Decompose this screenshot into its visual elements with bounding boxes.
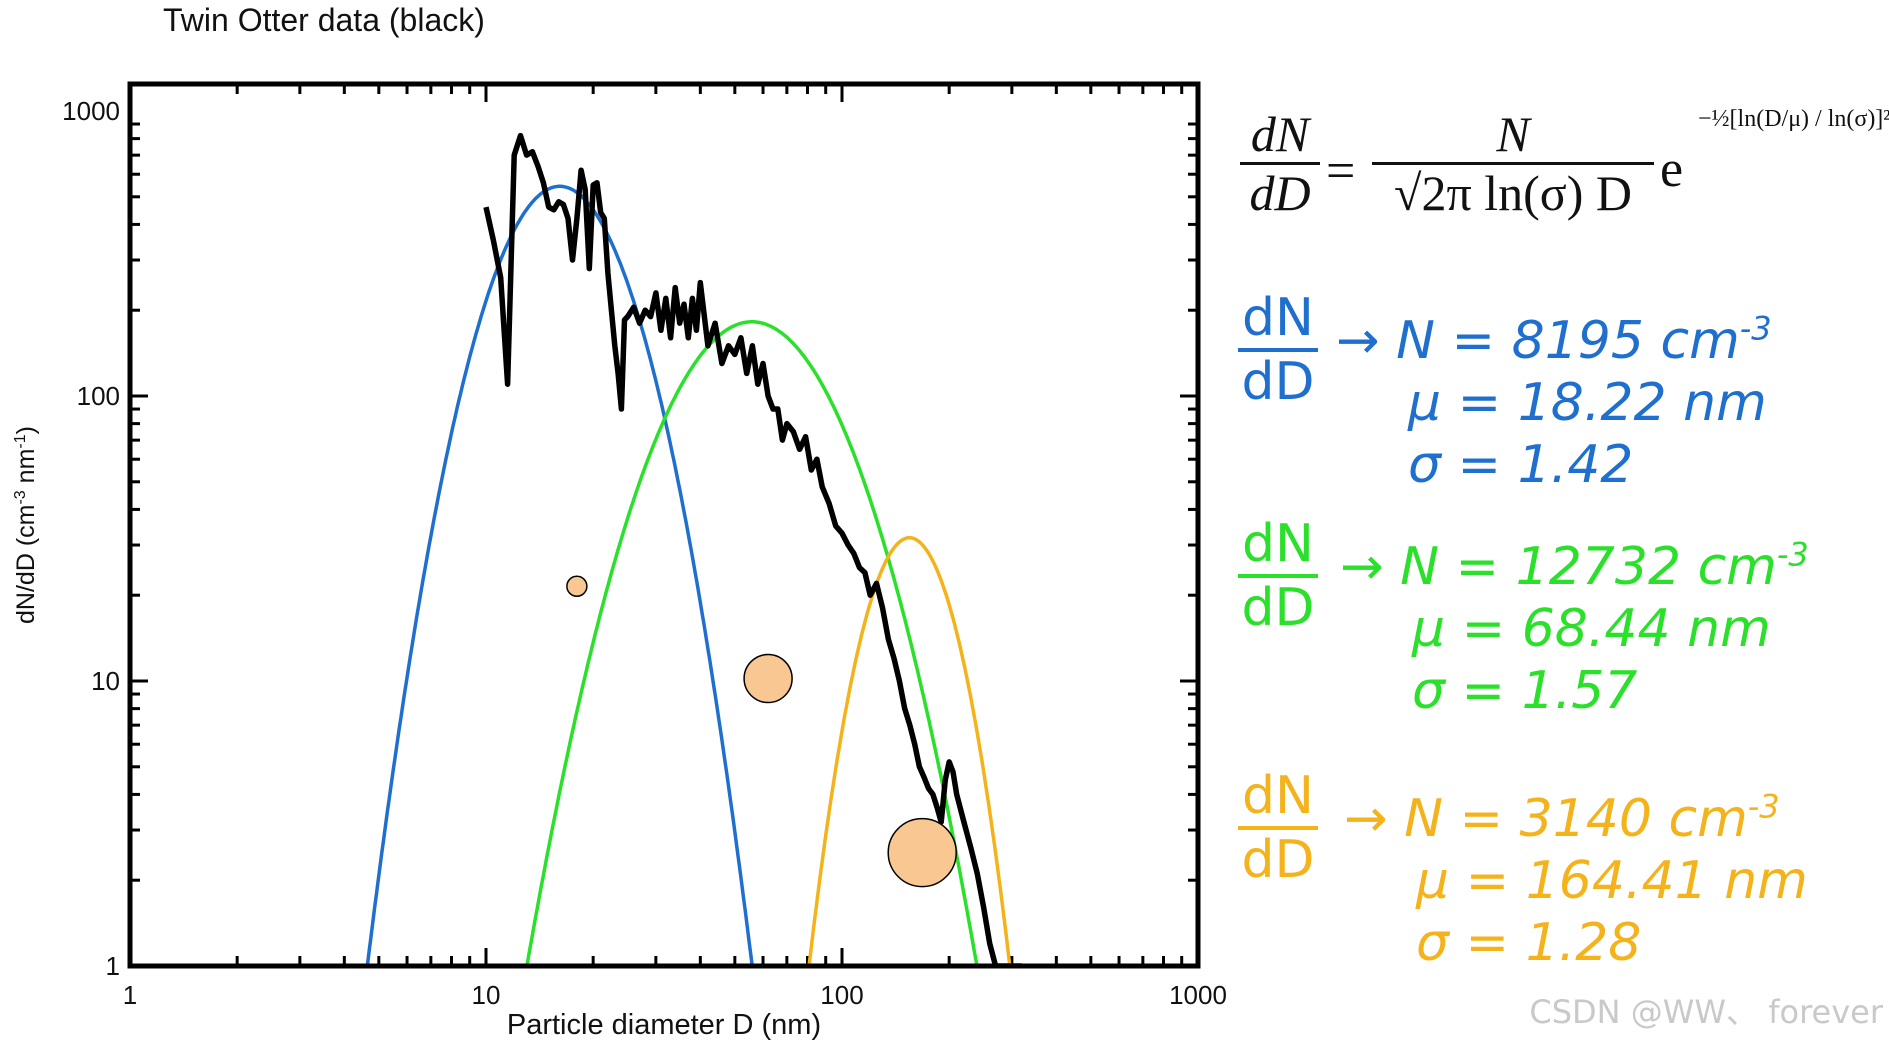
lognormal-formula: dN dD = N √2π ln(σ) D e −½[ln(D/μ) / ln(… (1240, 102, 1889, 252)
mode-1-fraction: dN dD (1238, 290, 1318, 410)
formula-rhs-fraction: N √2π ln(σ) D (1372, 106, 1654, 221)
y-axis-label: dN/dD (cm-3 nm-1) (12, 426, 40, 624)
y-tick-label: 1000 (62, 96, 120, 126)
formula-exp-base: e (1660, 141, 1684, 198)
mode-1-line-n: → N = 8195 cm-3 (1336, 309, 1772, 371)
fit-curve-3 (807, 535, 1012, 966)
x-tick-label: 10 (472, 980, 501, 1010)
mode-2-line-n: → N = 12732 cm-3 (1340, 535, 1809, 597)
plot-frame (127, 81, 1201, 969)
watermark: CSDN @WW、 forever (1529, 993, 1883, 1031)
mode-1-line-sigma: σ = 1.42 (1408, 435, 1634, 495)
y-tick-label: 1 (106, 951, 120, 981)
chart-title: Twin Otter data (black) (163, 2, 485, 38)
formula-rhs-numerator: N (1496, 106, 1530, 162)
formula-lhs-denominator: dD (1249, 165, 1311, 221)
formula-lhs-fraction: dN dD (1240, 106, 1320, 221)
mode-2-line-sigma: σ = 1.57 (1412, 661, 1638, 721)
mode-2-fraction: dN dD (1238, 516, 1318, 636)
mode-3-line-n: → N = 3140 cm-3 (1344, 787, 1780, 849)
mode-2-frac-num: dN (1242, 514, 1314, 574)
mode-1-frac-den: dD (1241, 352, 1315, 412)
mode-2-frac-den: dD (1241, 578, 1315, 638)
mode-1-frac-num: dN (1242, 288, 1314, 348)
mode-3-line-sigma: σ = 1.28 (1416, 913, 1642, 973)
particle-circle-3 (887, 817, 957, 888)
mode-3-line-mu: μ = 164.41 nm (1416, 851, 1808, 911)
mode-3-frac-num: dN (1242, 766, 1314, 826)
formula-equals: = (1326, 143, 1356, 200)
observed-data-line (483, 132, 1022, 966)
formula-rhs-denominator: √2π ln(σ) D (1394, 165, 1632, 221)
fit-curve-1 (365, 184, 754, 966)
axis-ticks (128, 84, 1198, 968)
mode-3-frac-den: dD (1241, 830, 1315, 890)
x-axis-label: Particle diameter D (nm) (507, 1009, 821, 1041)
formula-lhs-numerator: dN (1250, 106, 1310, 162)
x-tick-label: 1000 (1169, 980, 1227, 1010)
mode-1-line-mu: μ = 18.22 nm (1408, 373, 1767, 433)
formula-exponent: −½[ln(D/μ) / ln(σ)]² (1698, 106, 1889, 132)
x-tick-label: 100 (820, 980, 863, 1010)
x-tick-label: 1 (123, 980, 137, 1010)
y-tick-label: 100 (77, 381, 120, 411)
y-tick-label: 10 (91, 666, 120, 696)
fit-curve-2 (525, 320, 979, 966)
mode-2-line-mu: μ = 68.44 nm (1412, 599, 1771, 659)
mode-3-fraction: dN dD (1238, 768, 1318, 888)
particle-circle-2 (743, 653, 793, 704)
particle-circle-1 (566, 575, 588, 598)
